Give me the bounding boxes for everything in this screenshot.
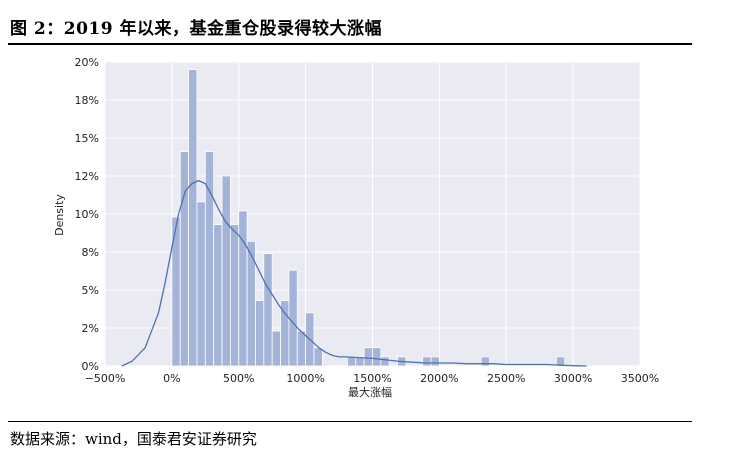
x-tick-label: 2000%: [420, 372, 458, 385]
x-tick-labels: −500% 0% 500% 1000% 1500% 2000% 2500% 3000% 3500…: [85, 372, 660, 385]
histogram-bar: [313, 347, 323, 367]
y-tick-label: 2%: [82, 322, 99, 335]
histogram-bar: [372, 347, 382, 367]
x-axis-label: 最大涨幅: [348, 385, 392, 399]
x-tick-label: 3000%: [554, 372, 592, 385]
y-tick-label: 12%: [75, 170, 99, 183]
source-note: 数据来源：wind，国泰君安证券研究: [10, 430, 257, 448]
y-tick-label: 5%: [82, 284, 99, 297]
histogram-bar: [380, 356, 390, 367]
histogram-bar: [280, 300, 290, 367]
x-tick-label: 2500%: [487, 372, 525, 385]
histogram-bar: [255, 300, 265, 367]
y-tick-labels: 0% 2% 5% 8% 10% 12% 15% 18% 20%: [75, 56, 99, 373]
histogram-bar: [204, 151, 215, 367]
histogram-bar: [363, 347, 373, 367]
histogram-bar: [213, 224, 223, 367]
y-tick-label: 20%: [75, 56, 99, 69]
top-rule: [8, 43, 692, 45]
histogram-bar: [229, 224, 240, 367]
histogram-bar: [480, 356, 490, 367]
histogram-bar: [221, 175, 231, 367]
histogram-bar: [430, 356, 440, 367]
x-tick-label: −500%: [85, 372, 126, 385]
figure-title: 图 2：2019 年以来，基金重仓股录得较大涨幅: [10, 19, 382, 39]
x-tick-label: 3500%: [621, 372, 659, 385]
histogram-bar: [347, 356, 357, 367]
histogram-bars: [171, 69, 566, 367]
y-tick-label: 10%: [75, 208, 99, 221]
x-tick-label: 0%: [163, 372, 180, 385]
histogram-bar: [188, 69, 198, 367]
histogram-bar: [271, 330, 281, 367]
histogram-bar: [556, 356, 566, 367]
x-tick-label: 500%: [223, 372, 254, 385]
histogram-bar: [263, 253, 273, 367]
histogram-bar: [196, 201, 206, 367]
kde-curve: [121, 179, 587, 367]
y-tick-label: 18%: [75, 94, 99, 107]
y-tick-label: 0%: [82, 360, 99, 373]
histogram-chart: −500% 0% 500% 1000% 1500% 2000% 2500% 3000% 3500…: [53, 56, 660, 399]
y-tick-label: 8%: [82, 246, 99, 259]
x-tick-label: 1500%: [353, 372, 391, 385]
histogram-bar: [296, 330, 307, 367]
y-tick-label: 15%: [75, 132, 99, 145]
histogram-bar: [238, 210, 248, 367]
y-axis-label: Density: [53, 194, 66, 236]
histogram-bar: [179, 151, 189, 367]
histogram-bar: [288, 269, 298, 367]
x-tick-label: 1000%: [286, 372, 324, 385]
bottom-rule: [8, 421, 692, 422]
kde-curve-layer: [121, 179, 587, 367]
grid-lines: [104, 61, 641, 367]
histogram-bar: [422, 356, 432, 367]
